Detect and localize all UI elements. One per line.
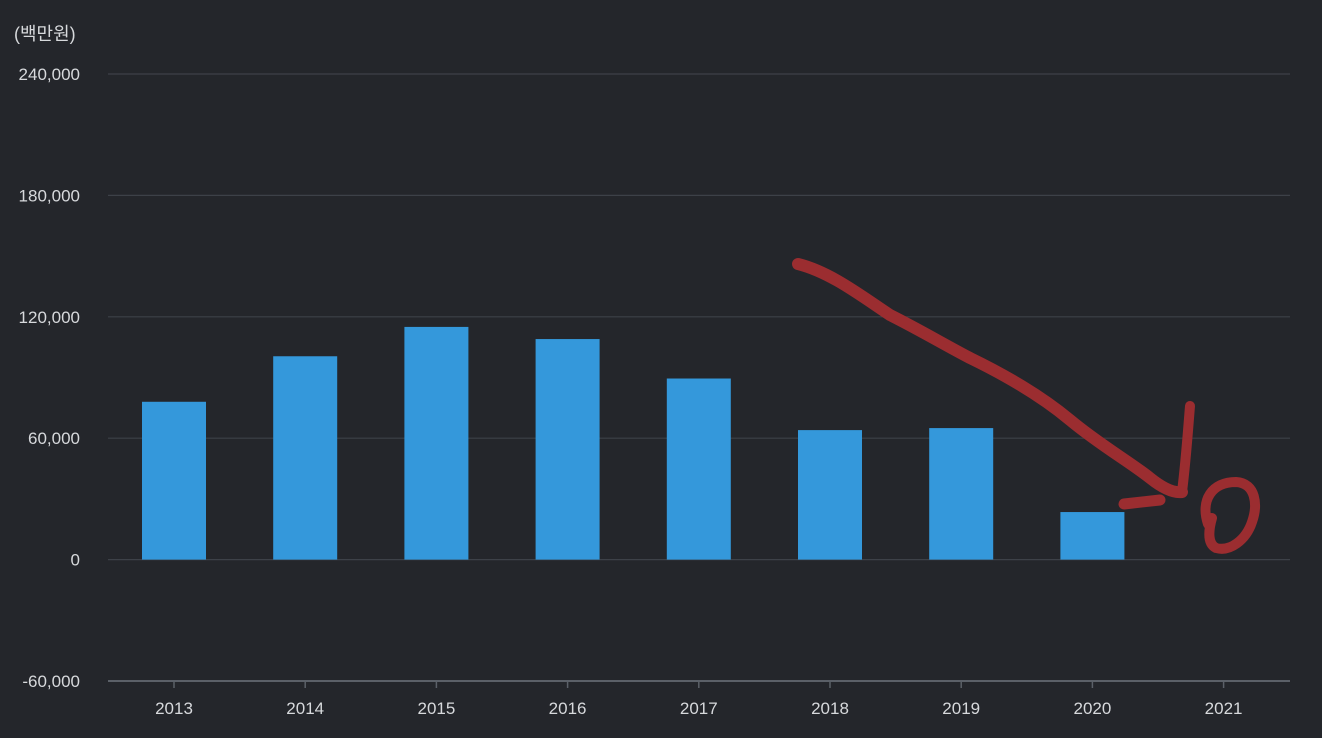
annotation-arrow-head <box>1177 401 1195 497</box>
bars <box>142 326 1125 560</box>
y-tick-label: 120,000 <box>19 308 80 327</box>
y-axis-unit-label: (백만원) <box>14 24 76 44</box>
bar-2017 <box>666 378 731 560</box>
bar-2016 <box>535 339 600 560</box>
x-tick-label: 2020 <box>1073 699 1111 718</box>
x-tick-label: 2015 <box>417 699 455 718</box>
bar-2019 <box>929 428 994 560</box>
y-tick-label: 60,000 <box>28 429 80 448</box>
bar-2020 <box>1060 512 1125 560</box>
x-tick-label: 2017 <box>680 699 718 718</box>
y-tick-label: 180,000 <box>19 186 80 205</box>
y-tick-label: -60,000 <box>22 672 80 691</box>
annotation-zero-circle <box>1200 477 1260 554</box>
x-tick-label: 2014 <box>286 699 324 718</box>
annotation-dash <box>1118 494 1166 510</box>
bar-2015 <box>404 326 469 560</box>
x-tick-label: 2021 <box>1205 699 1243 718</box>
x-axis-ticks: 2013 2014 2015 2016 2017 2018 2019 2020 2021 <box>155 681 1243 718</box>
x-tick-label: 2013 <box>155 699 193 718</box>
handwritten-annotation <box>792 258 1260 554</box>
bar-2013 <box>142 401 206 560</box>
x-tick-label: 2016 <box>549 699 587 718</box>
bar-2014 <box>273 356 338 560</box>
y-tick-label: 0 <box>71 551 80 570</box>
x-tick-label: 2019 <box>942 699 980 718</box>
y-tick-label: 240,000 <box>19 65 80 84</box>
x-tick-label: 2018 <box>811 699 849 718</box>
bar-2018 <box>798 430 862 560</box>
annotation-down-arrow-line <box>792 258 1188 499</box>
y-axis-ticks: 240,000 180,000 120,000 60,000 0 -60,000 <box>19 65 80 691</box>
